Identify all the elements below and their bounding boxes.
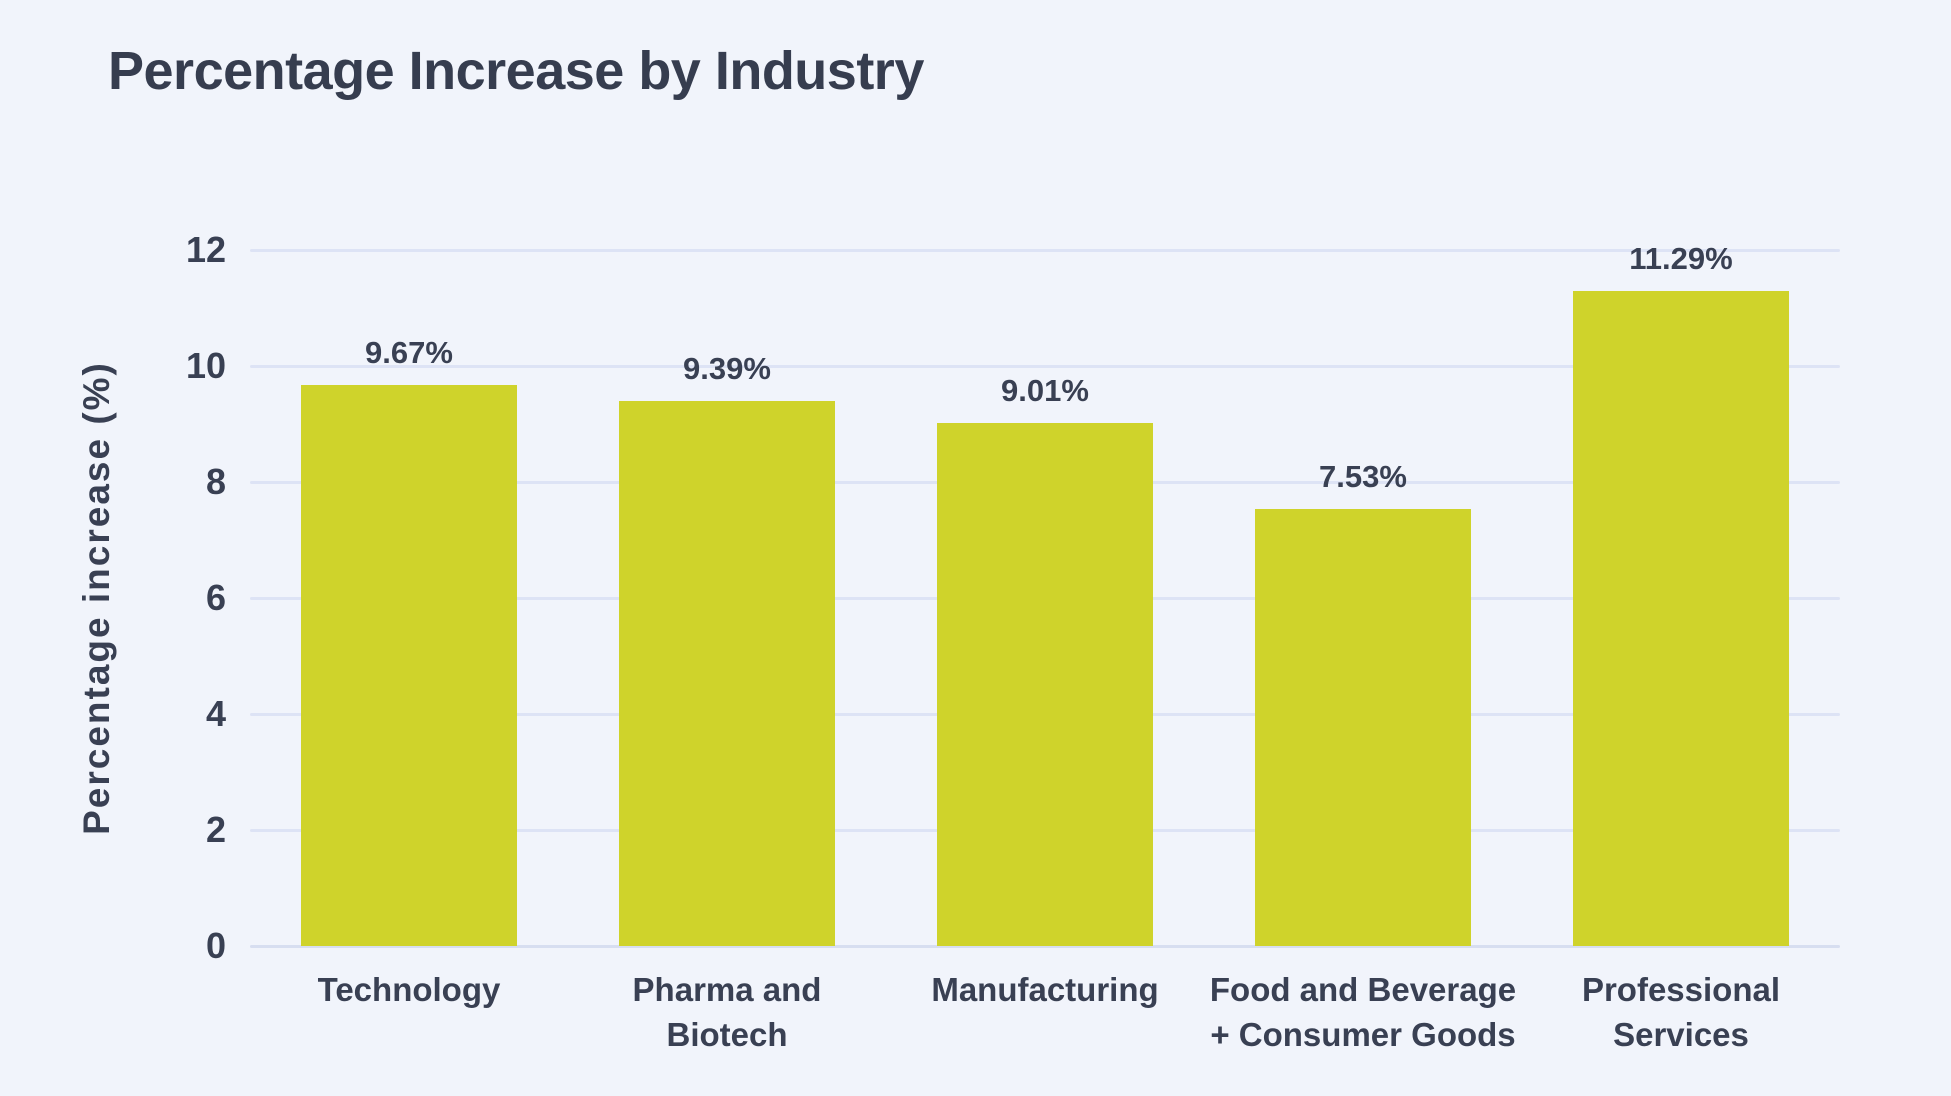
gridline-y-12 xyxy=(250,248,1840,252)
bar-value-label-4: 7.53% xyxy=(1319,459,1407,495)
y-axis-tick-labels: 0 2 4 6 8 10 12 xyxy=(186,229,1840,966)
gridline-y-10 xyxy=(250,364,1840,368)
bar-2 xyxy=(619,401,835,946)
y-tick-label-2: 2 xyxy=(205,809,226,850)
plot-area: 0 2 4 6 8 10 12 9.67% 9.39% 9.01% 7.53% 11.29% Tec… xyxy=(186,229,1840,1053)
y-tick-label-8: 8 xyxy=(205,461,226,502)
bars-layer: 9.67% 9.39% 9.01% 7.53% 11.29% xyxy=(250,241,1840,946)
bar-value-label-2: 9.39% xyxy=(683,351,771,387)
y-tick-label-0: 0 xyxy=(205,925,226,966)
y-tick-label-12: 12 xyxy=(185,229,226,270)
bar-1 xyxy=(301,385,517,946)
x-category-label-2: Pharma and Biotech xyxy=(632,971,822,1053)
bar-5 xyxy=(1573,291,1789,946)
x-category-label-5: Professional Services xyxy=(1581,971,1781,1053)
bar-4 xyxy=(1255,509,1471,946)
x-category-label-1: Technology xyxy=(317,971,501,1008)
chart-title: Percentage Increase by Industry xyxy=(108,41,924,101)
bar-value-label-3: 9.01% xyxy=(1001,373,1089,409)
bar-value-label-5: 11.29% xyxy=(1629,241,1733,277)
x-category-label-4: Food and Beverage + Consumer Goods xyxy=(1209,971,1517,1053)
bar-3 xyxy=(937,423,1153,946)
y-tick-label-6: 6 xyxy=(205,577,226,618)
x-axis-category-labels: Technology Pharma and Biotech Manufacturin… xyxy=(250,250,1840,1053)
x-category-label-3: Manufacturing xyxy=(931,971,1159,1008)
bar-value-label-1: 9.67% xyxy=(365,335,453,371)
y-axis-title: Percentage increase (%) xyxy=(76,361,117,835)
y-tick-label-4: 4 xyxy=(205,693,226,734)
gridline-y-0 xyxy=(250,944,1840,948)
y-tick-label-10: 10 xyxy=(185,345,226,386)
